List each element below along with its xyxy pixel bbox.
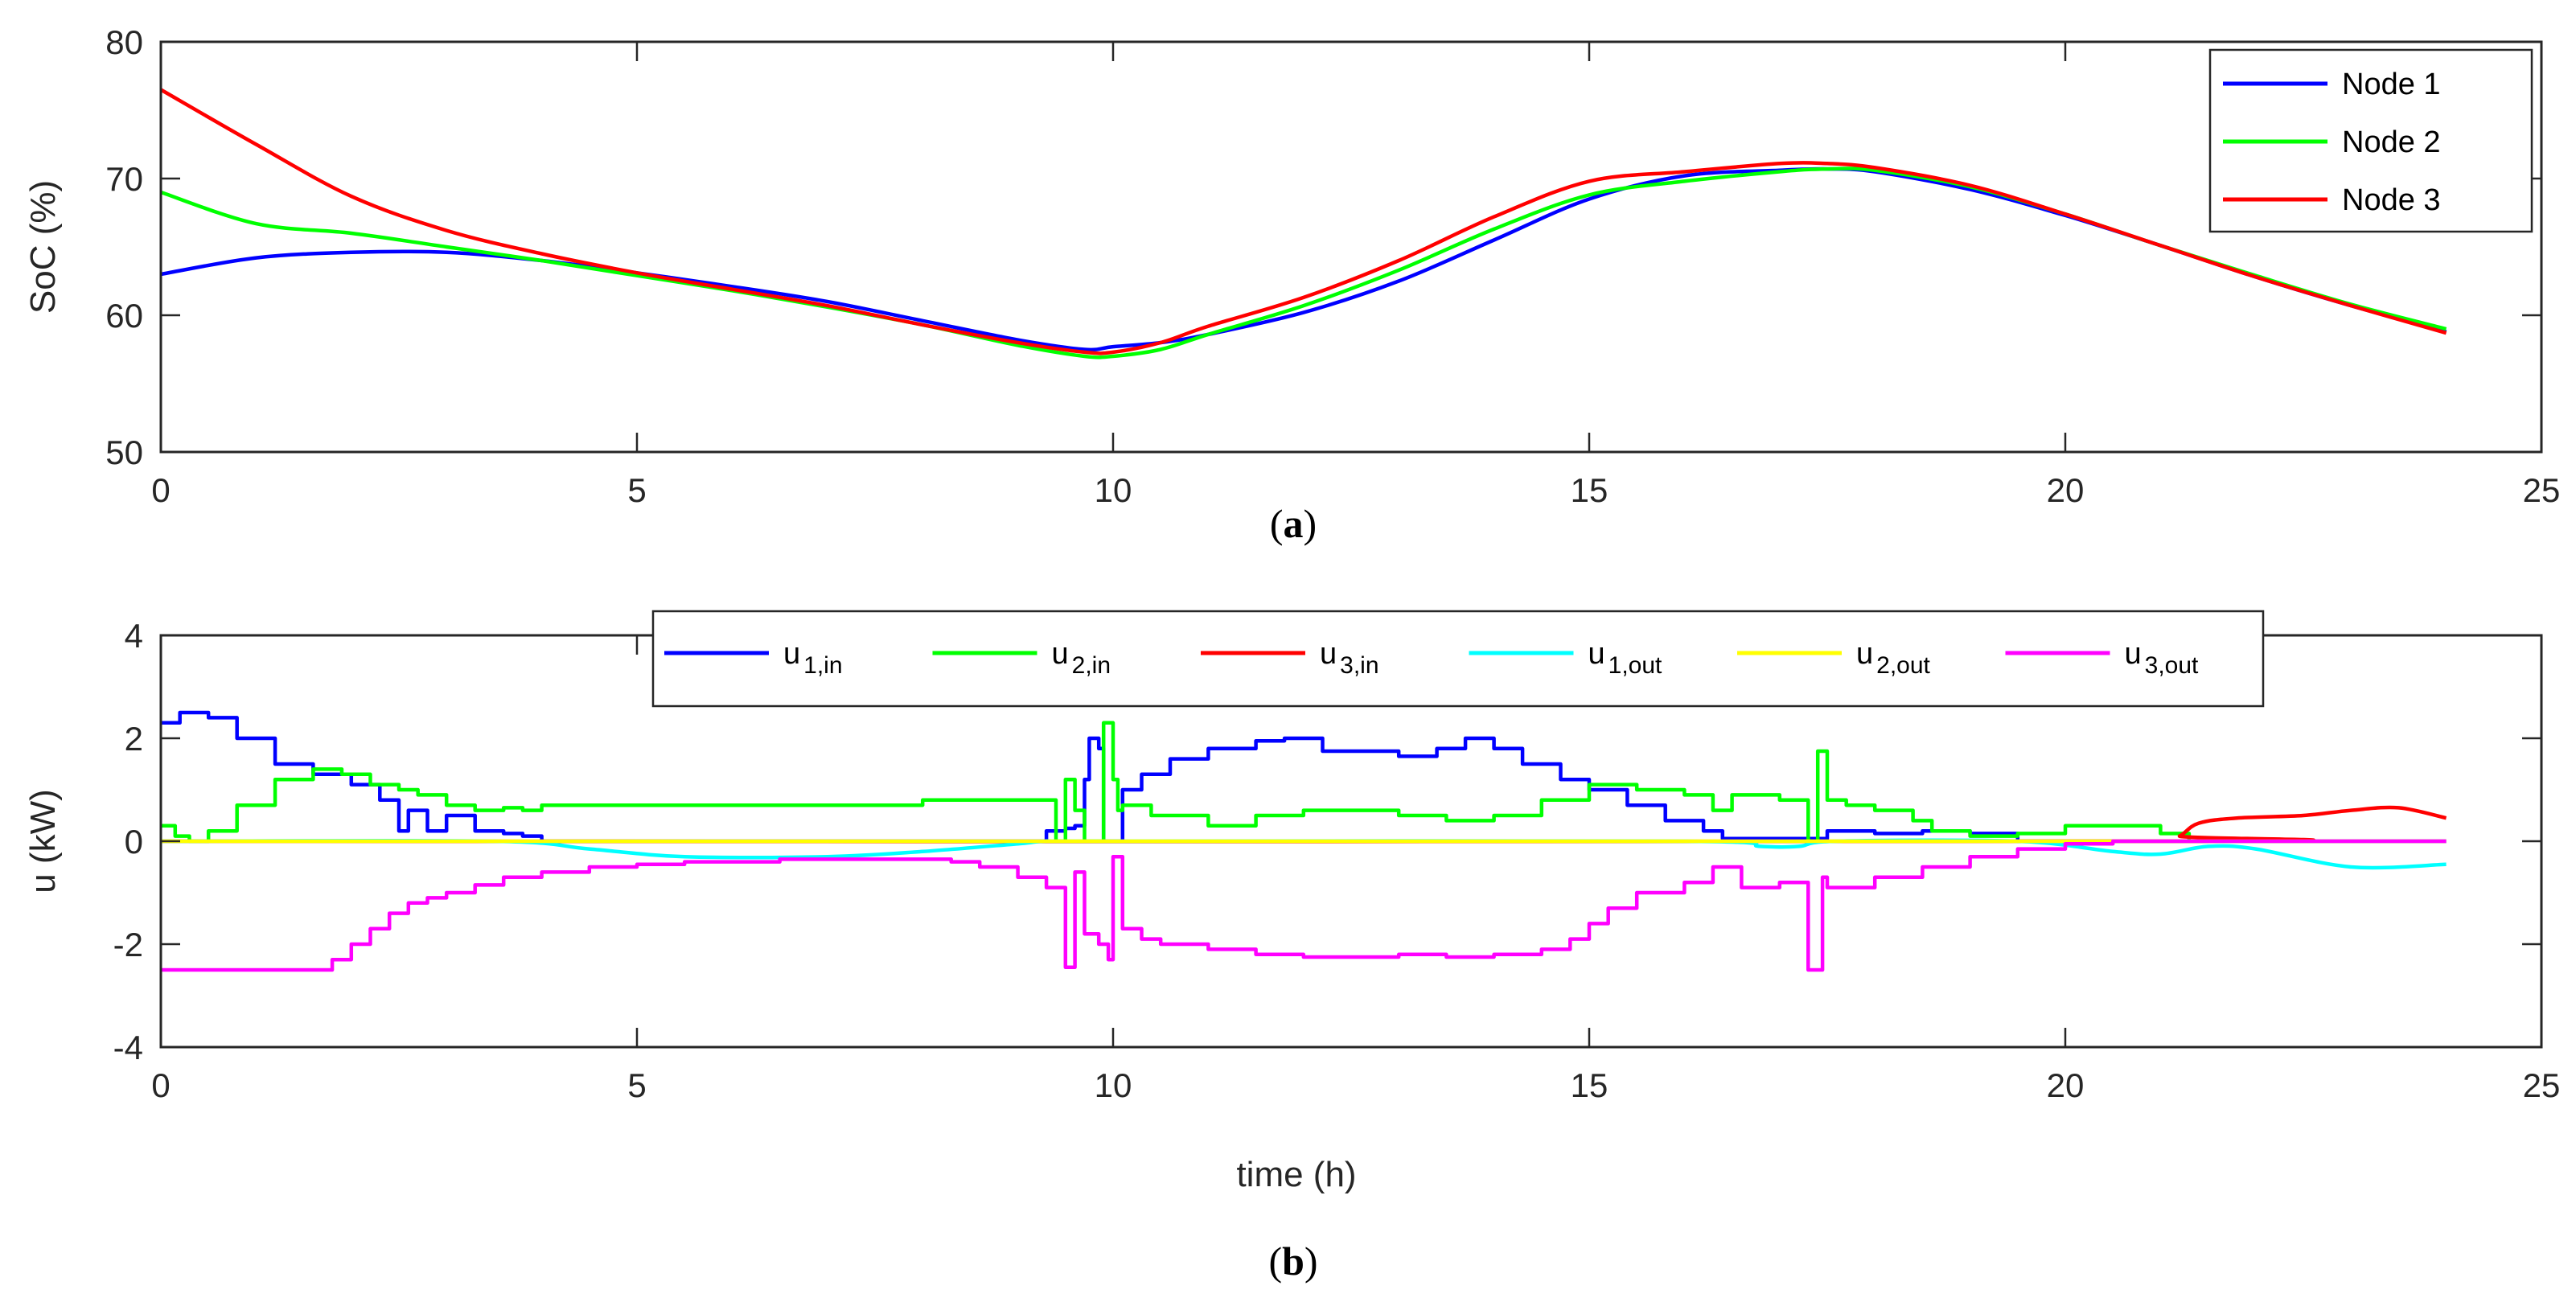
legend-label-main: u xyxy=(2125,637,2142,671)
legend-label-subscript: 3,in xyxy=(1340,652,1378,679)
panel-b-caption-letter: b xyxy=(1282,1239,1304,1284)
panel-a-x-tick-label: 25 xyxy=(2523,471,2561,509)
panel-b-legend-label-u3-out: u 3,out xyxy=(2125,637,2200,679)
panel-a-legend: Node 1 Node 2 Node 3 xyxy=(2208,48,2533,233)
panel-a-caption-letter: a xyxy=(1284,501,1304,546)
panel-b-y-tick-label: -2 xyxy=(113,926,143,963)
panel-b-caption: (b) xyxy=(1268,1239,1317,1284)
panel-a-caption: (a) xyxy=(1270,501,1317,546)
panel-b-y-axis-label: u (kW) xyxy=(23,789,63,893)
panel-a-series-group xyxy=(159,88,2447,359)
panel-a-axes-box xyxy=(159,40,2543,454)
legend-label-main: u xyxy=(1588,637,1605,671)
panel-b-y-tick-label: -4 xyxy=(113,1029,143,1066)
legend-label-main: u xyxy=(1856,637,1873,671)
panel-a-plot-background xyxy=(161,42,2541,452)
panel-b-x-tick-label: 25 xyxy=(2523,1066,2561,1104)
panel-a-y-axis-label: SoC (%) xyxy=(23,180,63,314)
panel-a-x-tick-label: 10 xyxy=(1095,471,1132,509)
legend-label-subscript: 3,out xyxy=(2145,652,2199,679)
panel-b-y-tick-label: 0 xyxy=(125,823,143,861)
panel-a-x-tick-label: 15 xyxy=(1571,471,1608,509)
legend-label-main: u xyxy=(783,637,800,671)
panel-b-legend: u 1,in u 2,in u 3,in u 1,out u 2,out u 3,out xyxy=(651,610,2265,708)
legend-label-main: u xyxy=(1320,637,1337,671)
panel-b-series-group xyxy=(160,710,2447,972)
legend-label-subscript: 2,in xyxy=(1072,652,1111,679)
panel-a-series-line-node-3 xyxy=(159,88,2447,355)
panel-b-legend-label-u1-out: u 1,out xyxy=(1588,637,1663,679)
panel-a-y-tick-label: 50 xyxy=(105,433,143,471)
panel-a-ticks: 0 5 10 15 20 25 50 60 70 80 xyxy=(105,23,2560,509)
panel-b-x-tick-label: 15 xyxy=(1571,1066,1608,1104)
legend-label-subscript: 1,out xyxy=(1608,652,1662,679)
panel-b-y-tick-label: 2 xyxy=(125,720,143,758)
legend-label-subscript: 1,in xyxy=(803,652,842,679)
panel-b-legend-box xyxy=(651,610,2265,708)
panel-a-x-tick-label: 0 xyxy=(151,471,170,509)
panel-b-x-tick-label: 5 xyxy=(627,1066,646,1104)
panel-b-legend-label-u3-in: u 3,in xyxy=(1320,637,1379,679)
panel-a-y-tick-label: 80 xyxy=(105,23,143,61)
panel-b-y-tick-label: 4 xyxy=(125,617,143,655)
panel-b-ticks: 0 5 10 15 20 25 -4 -2 0 2 4 xyxy=(113,617,2561,1104)
panel-a-x-tick-label: 5 xyxy=(627,471,646,509)
panel-b-legend-label-u2-in: u 2,in xyxy=(1052,637,1111,679)
panel-a-legend-label-node-2: Node 2 xyxy=(2342,125,2441,159)
panel-a-legend-label-node-1: Node 1 xyxy=(2342,68,2441,101)
panel-b-x-tick-label: 0 xyxy=(151,1066,170,1104)
panel-b-x-tick-label: 10 xyxy=(1095,1066,1132,1104)
panel-a-y-tick-label: 70 xyxy=(105,160,143,198)
panel-b-series-line-u2-in xyxy=(161,721,2208,844)
panel-b-x-axis-label: time (h) xyxy=(1236,1155,1356,1194)
panel-a-legend-label-node-3: Node 3 xyxy=(2342,183,2441,217)
panel-b-series-line-u3-out xyxy=(161,839,2447,972)
legend-label-subscript: 2,out xyxy=(1876,652,1930,679)
panel-a-y-tick-label: 60 xyxy=(105,297,143,335)
panel-a-x-tick-label: 20 xyxy=(2047,471,2085,509)
panel-b-x-tick-label: 20 xyxy=(2047,1066,2085,1104)
panel-b-legend-label-u2-out: u 2,out xyxy=(1856,637,1931,679)
legend-label-main: u xyxy=(1052,637,1069,671)
panel-b-legend-label-u1-in: u 1,in xyxy=(783,637,843,679)
